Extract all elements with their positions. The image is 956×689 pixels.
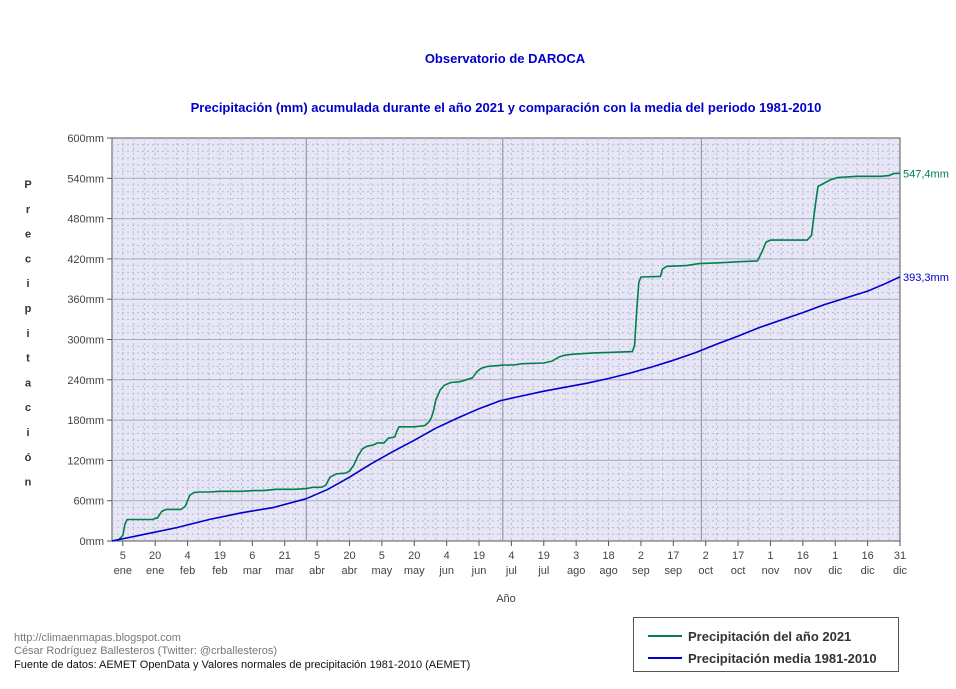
footer-author: César Rodríguez Ballesteros (Twitter: @c…	[14, 645, 278, 657]
y-axis-label-letter: ó	[25, 452, 32, 464]
x-tick-day-label: 20	[149, 550, 161, 562]
x-tick-day-label: 2	[703, 550, 709, 562]
series-end-label-2: 393,3mm	[903, 272, 949, 284]
y-tick-label: 300mm	[67, 335, 104, 347]
x-tick-month-label: jul	[505, 565, 517, 577]
x-tick-day-label: 20	[343, 550, 355, 562]
x-tick-day-label: 17	[667, 550, 679, 562]
x-tick-day-label: 18	[602, 550, 614, 562]
x-tick-month-label: jun	[438, 565, 454, 577]
y-axis-label-letter: P	[24, 179, 31, 191]
x-tick-month-label: nov	[794, 565, 812, 577]
y-axis-label-letter: t	[26, 353, 30, 365]
x-tick-month-label: feb	[212, 565, 227, 577]
legend-item-2021: Precipitación del año 2021	[648, 627, 851, 645]
x-tick-month-label: dic	[861, 565, 876, 577]
x-tick-month-label: oct	[731, 565, 746, 577]
y-axis-label-letter: c	[25, 402, 31, 414]
y-axis-label-letter: i	[26, 328, 29, 340]
x-tick-month-label: ago	[567, 565, 585, 577]
y-axis-label-letter: i	[26, 427, 29, 439]
y-axis-label-letter: a	[25, 377, 32, 389]
x-tick-month-label: mar	[243, 565, 262, 577]
series-line-2	[111, 276, 901, 542]
x-tick-month-label: oct	[698, 565, 713, 577]
y-tick-label: 600mm	[67, 133, 104, 145]
x-tick-month-label: nov	[762, 565, 780, 577]
footer-url: http://climaenmapas.blogspot.com	[14, 632, 181, 644]
x-tick-day-label: 19	[538, 550, 550, 562]
x-tick-day-label: 6	[249, 550, 255, 562]
series-end-label-1: 547,4mm	[903, 168, 949, 180]
x-tick-month-label: jun	[471, 565, 487, 577]
x-tick-day-label: 4	[508, 550, 514, 562]
x-tick-month-label: ago	[599, 565, 617, 577]
x-tick-month-label: abr	[309, 565, 325, 577]
x-tick-day-label: 19	[214, 550, 226, 562]
x-tick-day-label: 31	[894, 550, 906, 562]
x-axis-label: Año	[496, 593, 516, 605]
y-axis-label-letter: i	[26, 278, 29, 290]
legend-swatch-media	[648, 657, 682, 659]
x-tick-month-label: ene	[146, 565, 164, 577]
x-tick-day-label: 16	[861, 550, 873, 562]
y-tick-label: 360mm	[67, 294, 104, 306]
x-axis: 5ene20ene4feb19feb6mar21mar5abr20abr5may…	[114, 541, 908, 577]
series-line-1	[111, 172, 901, 542]
x-tick-month-label: abr	[342, 565, 358, 577]
legend: Precipitación del año 2021 Precipitación…	[633, 617, 899, 672]
x-tick-month-label: dic	[828, 565, 843, 577]
series-lines: 547,4mm 393,3mm	[111, 168, 949, 542]
legend-swatch-2021	[648, 635, 682, 637]
y-axis-label-letter: c	[25, 253, 31, 265]
x-tick-month-label: feb	[180, 565, 195, 577]
x-tick-day-label: 17	[732, 550, 744, 562]
legend-label-2021: Precipitación del año 2021	[688, 628, 852, 644]
x-tick-month-label: ene	[114, 565, 132, 577]
x-tick-month-label: jul	[537, 565, 549, 577]
y-axis-label: Precipitación	[24, 179, 32, 489]
x-tick-day-label: 1	[832, 550, 838, 562]
footer-source: Fuente de datos: AEMET OpenData y Valore…	[14, 659, 471, 671]
y-tick-label: 420mm	[67, 254, 104, 266]
y-tick-label: 540mm	[67, 173, 104, 185]
x-tick-day-label: 5	[314, 550, 320, 562]
y-tick-label: 0mm	[80, 536, 104, 548]
y-axis-label-letter: n	[25, 477, 32, 489]
x-tick-month-label: sep	[664, 565, 682, 577]
x-tick-day-label: 2	[638, 550, 644, 562]
y-tick-label: 240mm	[67, 375, 104, 387]
precipitation-chart: Observatorio de DAROCA Precipitación (mm…	[24, 51, 949, 605]
x-tick-day-label: 5	[379, 550, 385, 562]
grid-lines	[112, 138, 900, 541]
y-tick-label: 480mm	[67, 214, 104, 226]
x-tick-day-label: 4	[184, 550, 190, 562]
x-tick-month-label: may	[371, 565, 392, 577]
y-axis-label-letter: e	[25, 229, 31, 241]
x-tick-day-label: 1	[767, 550, 773, 562]
y-tick-label: 180mm	[67, 415, 104, 427]
chart-title: Observatorio de DAROCA	[425, 51, 586, 66]
y-axis: 0mm 60mm 120mm 180mm 240mm 300mm 360mm 420mm 480…	[67, 133, 112, 548]
x-tick-day-label: 3	[573, 550, 579, 562]
x-tick-month-label: may	[404, 565, 425, 577]
legend-item-media: Precipitación media 1981-2010	[648, 649, 877, 667]
x-tick-day-label: 5	[120, 550, 126, 562]
y-tick-label: 120mm	[67, 455, 104, 467]
y-tick-label: 60mm	[73, 496, 104, 508]
x-tick-month-label: dic	[893, 565, 908, 577]
legend-label-media: Precipitación media 1981-2010	[688, 650, 877, 666]
x-tick-day-label: 20	[408, 550, 420, 562]
x-tick-day-label: 21	[279, 550, 291, 562]
x-tick-day-label: 19	[473, 550, 485, 562]
chart-subtitle: Precipitación (mm) acumulada durante el …	[191, 100, 822, 115]
x-tick-day-label: 16	[797, 550, 809, 562]
y-axis-label-letter: p	[25, 303, 32, 315]
x-tick-day-label: 4	[444, 550, 450, 562]
y-axis-label-letter: r	[26, 204, 31, 216]
x-tick-month-label: sep	[632, 565, 650, 577]
x-tick-month-label: mar	[275, 565, 294, 577]
